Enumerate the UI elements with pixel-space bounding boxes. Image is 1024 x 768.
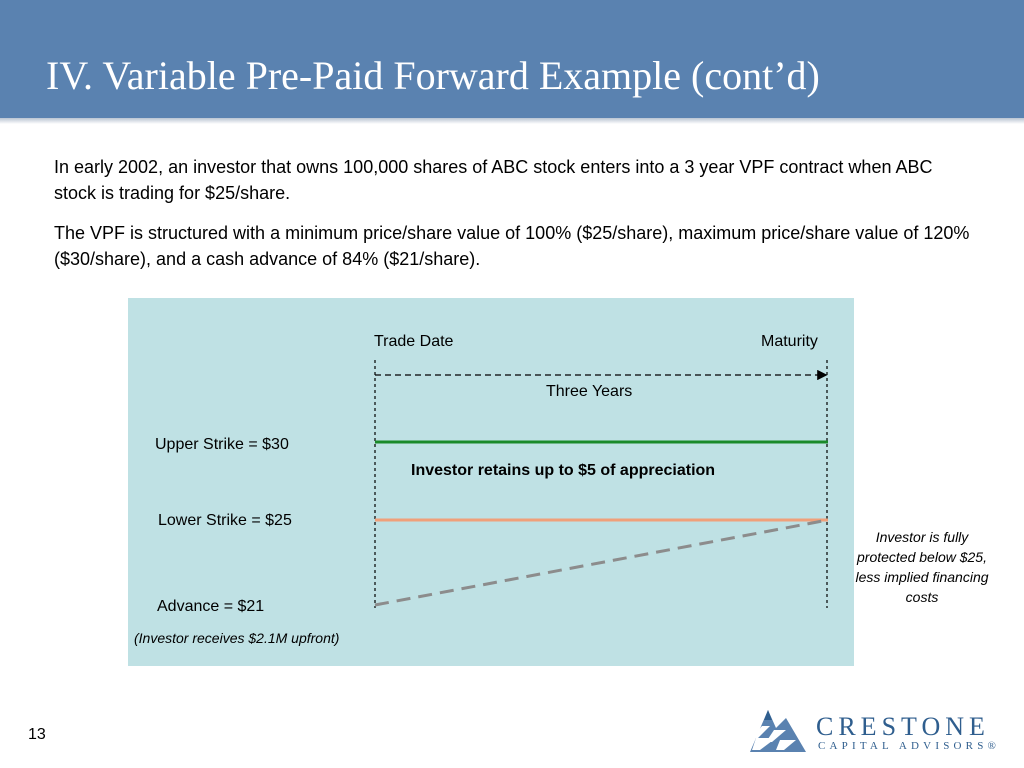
trade-date-label: Trade Date [374, 333, 454, 350]
maturity-label: Maturity [761, 333, 818, 350]
slide-title: IV. Variable Pre-Paid Forward Example (c… [46, 53, 820, 98]
paragraph-structure: The VPF is structured with a minimum pri… [54, 223, 970, 269]
logo-name: CRESTONE [816, 712, 990, 741]
paragraph-scenario: In early 2002, an investor that owns 100… [54, 157, 933, 203]
vpf-diagram-lines [374, 360, 829, 608]
advance-line [374, 518, 829, 607]
advance-label: Advance = $21 [157, 598, 265, 615]
title-bar-divider [0, 118, 1024, 124]
mountain-icon [750, 710, 806, 752]
protection-note: Investor is fully protected below $25, l… [855, 529, 989, 605]
upper-strike-label: Upper Strike = $30 [155, 436, 289, 453]
title-bar [0, 0, 1024, 118]
duration-label: Three Years [546, 383, 633, 400]
appreciation-label: Investor retains up to $5 of appreciatio… [411, 462, 716, 479]
upfront-note: (Investor receives $2.1M upfront) [134, 630, 340, 646]
logo-subtitle: CAPITAL ADVISORS® [818, 740, 1001, 752]
crestone-logo: CRESTONE CAPITAL ADVISORS® [746, 708, 1006, 756]
vpf-diagram: Trade Date Maturity Three Years Upper St… [128, 298, 854, 666]
lower-strike-label: Lower Strike = $25 [158, 512, 292, 529]
page-number: 13 [28, 726, 46, 743]
